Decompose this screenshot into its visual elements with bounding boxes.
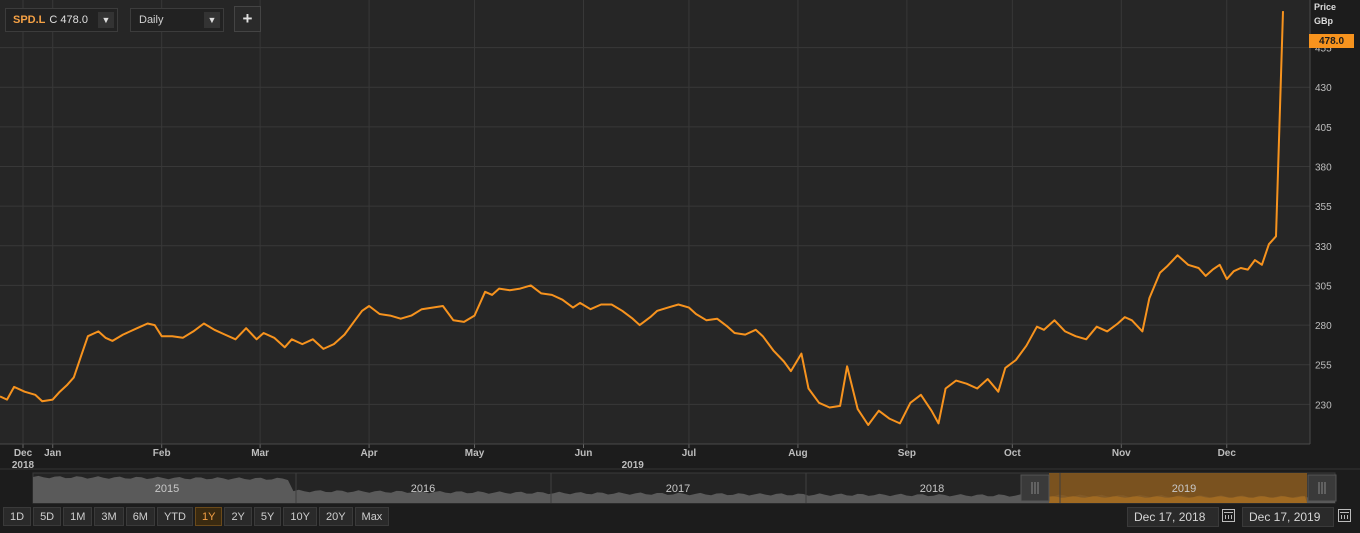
ticker-selector[interactable]: SPD.L C 478.0 ▼: [5, 8, 118, 32]
y-tick-label: 455: [1315, 44, 1332, 55]
caret-down-icon[interactable]: ▼: [204, 12, 220, 28]
calendar-icon[interactable]: [1222, 509, 1235, 522]
calendar-icon[interactable]: [1338, 509, 1351, 522]
x-tick-label: Oct: [1004, 448, 1021, 459]
start-date-input[interactable]: Dec 17, 2018: [1127, 507, 1219, 527]
grip-icon: [1318, 482, 1326, 494]
x-tick-label: May: [465, 448, 485, 459]
period-button-5d[interactable]: 5D: [33, 507, 62, 526]
ticker-symbol: SPD.L: [13, 14, 46, 26]
grip-icon: [1031, 482, 1039, 494]
y-tick-label: 405: [1315, 123, 1332, 134]
price-axis-title: Price: [1314, 2, 1337, 12]
range-navigator[interactable]: 2015 2016 2017 2018 2019: [32, 472, 1337, 504]
x-tick-label: Apr: [360, 448, 377, 459]
price-line: [0, 11, 1284, 426]
y-tick-label: 330: [1315, 242, 1332, 253]
period-button-1d[interactable]: 1D: [3, 507, 32, 526]
navigator-year-label: 2016: [411, 483, 435, 495]
caret-down-icon[interactable]: ▼: [98, 12, 114, 28]
y-tick-label: 305: [1315, 281, 1332, 292]
interval-selector[interactable]: Daily ▼: [130, 8, 224, 32]
y-tick-label: 355: [1315, 202, 1332, 213]
period-button-6m[interactable]: 6M: [125, 507, 155, 526]
year-label: 2018: [12, 460, 35, 471]
period-button-max[interactable]: Max: [354, 507, 390, 526]
x-tick-label: Feb: [153, 448, 171, 459]
last-price-badge: 478.0: [1309, 34, 1354, 48]
x-tick-label: Nov: [1112, 448, 1131, 459]
navigator-year-label: 2019: [1172, 483, 1196, 495]
interval-value: Daily: [139, 14, 164, 26]
year-label: 2019: [622, 460, 645, 471]
plot-area: [0, 0, 1310, 444]
navigator-year-label: 2015: [155, 483, 179, 495]
x-tick-label: Dec: [1218, 448, 1237, 459]
end-date-input[interactable]: Dec 17, 2019: [1242, 507, 1334, 527]
period-button-ytd[interactable]: YTD: [156, 507, 193, 526]
period-button-1m[interactable]: 1M: [63, 507, 93, 526]
navigator-year-label: 2017: [666, 483, 690, 495]
y-tick-label: 230: [1315, 400, 1332, 411]
navigator-left-handle[interactable]: [1020, 474, 1050, 502]
period-button-5y[interactable]: 5Y: [253, 507, 282, 526]
y-tick-label: 255: [1315, 361, 1332, 372]
x-tick-label: Jan: [44, 448, 61, 459]
x-tick-label: Mar: [251, 448, 269, 459]
navigator-selection-area: [1049, 496, 1307, 503]
period-button-3m[interactable]: 3M: [94, 507, 124, 526]
period-button-1y[interactable]: 1Y: [194, 507, 223, 526]
x-tick-label: Sep: [898, 448, 916, 459]
add-indicator-button[interactable]: +: [234, 6, 261, 32]
navigator-history-area: [33, 475, 1335, 503]
ticker-close-value: C 478.0: [49, 14, 88, 26]
navigator-year-label: 2018: [920, 483, 944, 495]
y-tick-label: 380: [1315, 163, 1332, 174]
x-tick-label: Jun: [575, 448, 593, 459]
x-tick-label: Aug: [788, 448, 807, 459]
y-tick-label: 430: [1315, 83, 1332, 94]
period-selector: 1D 5D 1M 3M 6M YTD 1Y 2Y 5Y 10Y 20Y Max: [3, 507, 390, 526]
period-button-2y[interactable]: 2Y: [224, 507, 252, 526]
y-tick-label: 280: [1315, 321, 1332, 332]
x-tick-label: Dec: [14, 448, 33, 459]
price-axis-unit: GBp: [1314, 16, 1333, 26]
period-button-10y[interactable]: 10Y: [283, 507, 317, 526]
period-button-20y[interactable]: 20Y: [318, 507, 353, 526]
x-tick-label: Jul: [682, 448, 697, 459]
